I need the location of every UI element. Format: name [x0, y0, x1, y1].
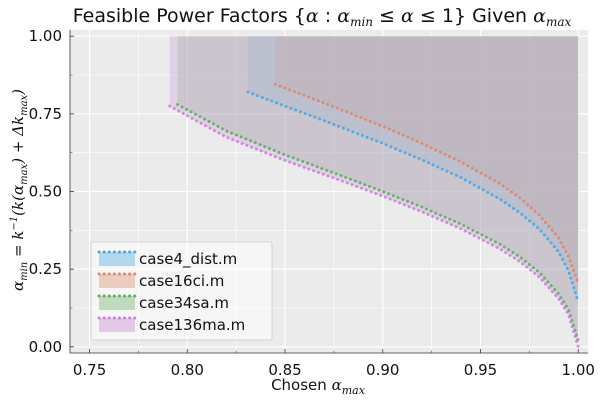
x-tick-label: 1.00: [562, 361, 595, 379]
legend-label: case4_dist.m: [139, 250, 237, 269]
boundary-line-case4_dist-m: [246, 90, 580, 304]
x-tick-label: 0.75: [73, 361, 106, 379]
legend-swatch: [99, 318, 135, 332]
feasible-region-case4_dist-m: [247, 36, 579, 302]
y-tick-label: 0.00: [29, 338, 62, 356]
legend-label: case34sa.m: [139, 294, 229, 312]
chart-title: Feasible Power Factors {α : αmin ≤ α ≤ 1…: [73, 5, 572, 29]
legend-swatch: [99, 296, 135, 310]
legend-swatch: [99, 274, 135, 288]
x-tick-label: 0.80: [171, 361, 204, 379]
boundary-line-case136ma-m: [168, 104, 580, 349]
y-tick-label: 0.75: [29, 105, 62, 123]
legend-box: [90, 241, 273, 341]
y-tick-label: 0.50: [29, 183, 62, 201]
y-axis-label: αmin = k−1(k(αmax) + Δkmax): [9, 89, 30, 291]
legend-label: case16ci.m: [139, 272, 224, 290]
legend-label: case136ma.m: [139, 316, 245, 334]
y-tick-label: 0.25: [29, 260, 62, 278]
boundary-line-case16ci-m: [273, 82, 580, 285]
feasible-region-case16ci-m: [275, 36, 579, 284]
legend: case4_dist.m case16ci.m case34sa.m case136m…: [90, 241, 273, 341]
feasible-region-case34sa-m: [177, 36, 579, 341]
legend-swatch: [99, 252, 135, 266]
x-axis-label: Chosen αmax: [271, 376, 366, 397]
x-tick-label: 0.95: [464, 361, 497, 379]
feasible-region-case136ma-m: [169, 36, 579, 347]
x-tick-label: 0.85: [268, 361, 301, 379]
x-tick-label: 0.90: [366, 361, 399, 379]
y-tick-label: 1.00: [29, 27, 62, 45]
plot-area: 0.75 0.80 0.85 0.90 0.95 1.00 0.00 0.25 0.50 0.75…: [29, 27, 595, 379]
boundary-line-case34sa-m: [176, 103, 580, 343]
